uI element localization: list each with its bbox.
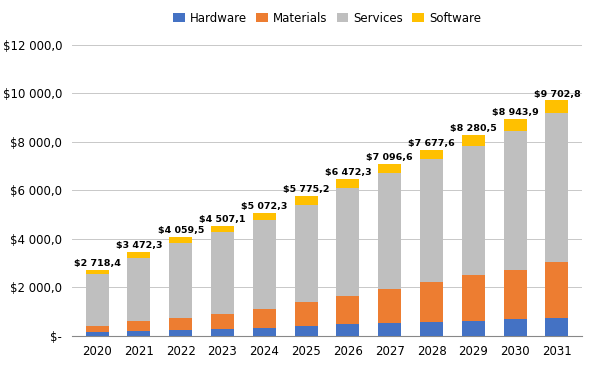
Bar — [337, 179, 359, 188]
Bar — [545, 113, 568, 263]
Bar — [462, 321, 485, 336]
Bar — [337, 324, 359, 336]
Bar — [211, 232, 234, 314]
Bar — [378, 323, 401, 336]
Text: $5 072,3: $5 072,3 — [241, 202, 287, 211]
Bar — [420, 150, 443, 159]
Bar — [337, 296, 359, 324]
Bar — [211, 329, 234, 336]
Bar — [169, 237, 192, 243]
Bar — [295, 302, 317, 326]
Bar — [337, 188, 359, 296]
Bar — [420, 282, 443, 322]
Bar — [127, 258, 151, 321]
Bar — [503, 319, 527, 336]
Text: $4 507,1: $4 507,1 — [199, 216, 246, 225]
Bar — [253, 213, 276, 220]
Bar — [462, 275, 485, 321]
Text: $7 096,6: $7 096,6 — [367, 153, 413, 162]
Bar — [545, 100, 568, 113]
Bar — [462, 135, 485, 146]
Bar — [86, 326, 109, 332]
Bar — [169, 243, 192, 318]
Bar — [127, 251, 151, 258]
Bar — [127, 331, 151, 336]
Text: $3 472,3: $3 472,3 — [116, 241, 162, 250]
Bar — [127, 321, 151, 331]
Bar — [253, 309, 276, 328]
Bar — [378, 289, 401, 323]
Bar — [503, 270, 527, 319]
Bar — [462, 146, 485, 275]
Text: $9 702,8: $9 702,8 — [533, 90, 580, 98]
Bar — [211, 226, 234, 232]
Bar — [253, 220, 276, 309]
Bar — [86, 270, 109, 274]
Bar — [545, 263, 568, 318]
Bar — [503, 131, 527, 270]
Bar — [253, 328, 276, 336]
Bar — [86, 274, 109, 326]
Text: $5 775,2: $5 775,2 — [283, 185, 329, 194]
Bar — [86, 332, 109, 336]
Text: $8 943,9: $8 943,9 — [492, 108, 538, 117]
Bar — [420, 322, 443, 336]
Bar — [295, 196, 317, 206]
Bar — [169, 318, 192, 330]
Bar — [420, 159, 443, 282]
Bar — [169, 330, 192, 336]
Bar — [503, 119, 527, 131]
Text: $8 280,5: $8 280,5 — [450, 124, 497, 133]
Text: $4 059,5: $4 059,5 — [158, 226, 204, 235]
Bar — [378, 164, 401, 173]
Text: $6 472,3: $6 472,3 — [325, 168, 371, 177]
Bar — [378, 173, 401, 289]
Bar — [295, 326, 317, 336]
Text: $2 718,4: $2 718,4 — [74, 259, 121, 268]
Bar — [545, 318, 568, 336]
Legend: Hardware, Materials, Services, Software: Hardware, Materials, Services, Software — [169, 7, 485, 29]
Text: $7 677,6: $7 677,6 — [408, 139, 455, 148]
Bar — [295, 206, 317, 302]
Bar — [211, 314, 234, 329]
